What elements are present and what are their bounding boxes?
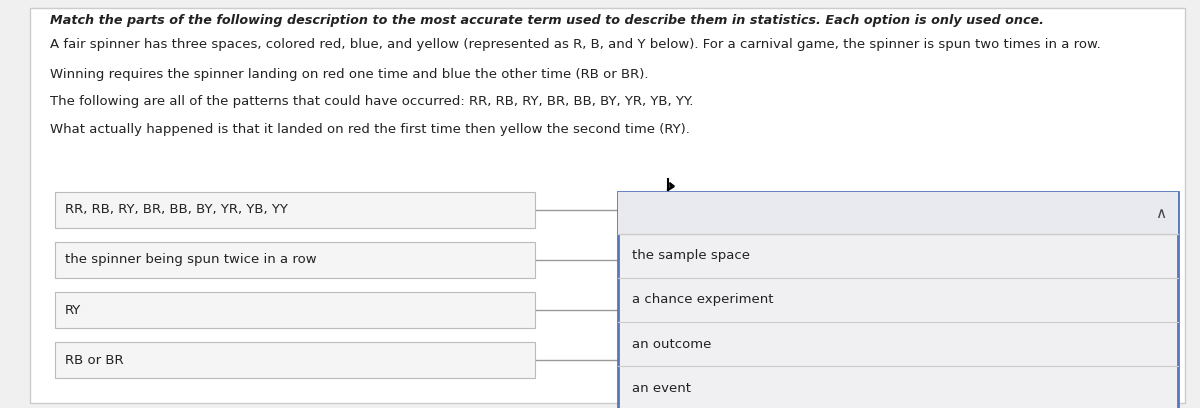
Text: the spinner being spun twice in a row: the spinner being spun twice in a row	[65, 253, 317, 266]
Text: RY: RY	[65, 304, 82, 317]
Text: an event: an event	[632, 381, 691, 395]
Text: RB or BR: RB or BR	[65, 353, 124, 366]
FancyBboxPatch shape	[55, 342, 535, 378]
FancyBboxPatch shape	[55, 242, 535, 278]
Text: A fair spinner has three spaces, colored red, blue, and yellow (represented as R: A fair spinner has three spaces, colored…	[50, 38, 1100, 51]
FancyBboxPatch shape	[55, 292, 535, 328]
Text: a chance experiment: a chance experiment	[632, 293, 774, 306]
FancyBboxPatch shape	[618, 192, 1178, 408]
Text: What actually happened is that it landed on red the first time then yellow the s: What actually happened is that it landed…	[50, 123, 690, 136]
FancyBboxPatch shape	[55, 192, 535, 228]
FancyBboxPatch shape	[618, 192, 1178, 234]
Text: ∧: ∧	[1154, 206, 1166, 220]
Text: the sample space: the sample space	[632, 250, 750, 262]
Text: Match the parts of the following description to the most accurate term used to d: Match the parts of the following descrip…	[50, 14, 1044, 27]
Text: RR, RB, RY, BR, BB, BY, YR, YB, YY: RR, RB, RY, BR, BB, BY, YR, YB, YY	[65, 204, 288, 217]
Text: The following are all of the patterns that could have occurred: RR, RB, RY, BR, : The following are all of the patterns th…	[50, 95, 694, 108]
Text: an outcome: an outcome	[632, 337, 712, 350]
Text: Winning requires the spinner landing on red one time and blue the other time (RB: Winning requires the spinner landing on …	[50, 68, 648, 81]
FancyBboxPatch shape	[30, 8, 1186, 403]
